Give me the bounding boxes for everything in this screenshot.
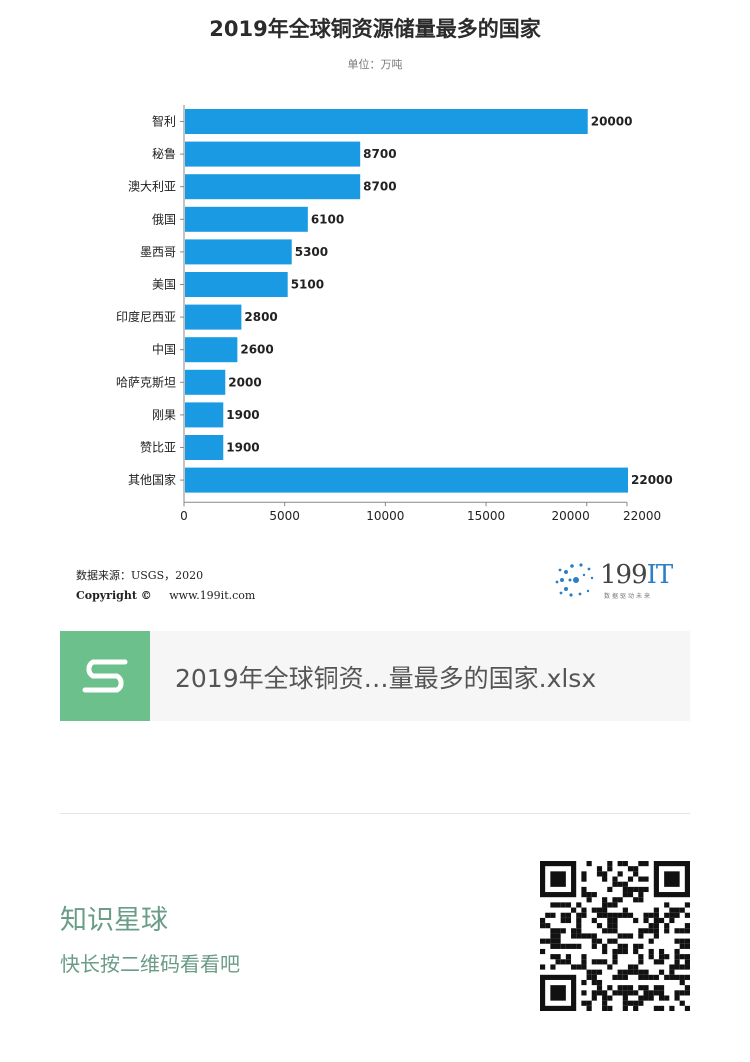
bar	[185, 304, 242, 330]
source-block: 数据来源：USGS，2020 Copyright © www.199it.com	[76, 566, 255, 606]
category-label: 刚果	[152, 408, 176, 422]
bar	[185, 174, 361, 200]
brand-logo: 199IT 数据驱动未来	[554, 558, 694, 604]
bar	[185, 272, 288, 297]
bar	[185, 435, 224, 460]
source-text: 数据来源：USGS，2020	[76, 569, 204, 582]
data-label: 20000	[591, 115, 633, 129]
dandelion-icon	[555, 563, 594, 597]
data-label: 2000	[228, 375, 261, 389]
data-label: 5100	[291, 278, 324, 292]
data-label: 1900	[226, 408, 259, 422]
brand-name: 199IT	[600, 560, 674, 590]
data-label: 2800	[244, 310, 277, 324]
bar	[185, 337, 238, 363]
bar	[185, 467, 628, 493]
bar	[185, 239, 292, 265]
x-tick-label: 10000	[366, 509, 404, 523]
category-label: 秘鲁	[152, 147, 176, 161]
data-label: 22000	[631, 473, 673, 487]
bar	[185, 141, 361, 167]
category-label: 美国	[152, 278, 176, 292]
x-tick-label: 5000	[269, 509, 300, 523]
category-label: 墨西哥	[140, 245, 176, 259]
footer-subtitle: 快长按二维码看看吧	[60, 952, 240, 976]
qr-code-icon[interactable]	[540, 861, 690, 1011]
source-url: www.199it.com	[169, 589, 256, 602]
x-tick-label: 22000	[623, 509, 661, 523]
chart-subtitle: 单位：万吨	[347, 58, 403, 71]
x-tick-label: 20000	[552, 509, 590, 523]
copyright-line: Copyright © www.199it.com	[76, 586, 255, 606]
category-label: 其他国家	[128, 472, 176, 487]
data-label: 8700	[363, 147, 396, 161]
x-tick-label: 0	[180, 509, 188, 523]
brand-tagline: 数据驱动未来	[604, 593, 653, 600]
data-label: 2600	[240, 343, 273, 357]
footer-title: 知识星球	[60, 905, 168, 936]
chart-title: 2019年全球铜资源储量最多的国家	[209, 17, 541, 41]
category-label: 智利	[152, 114, 176, 129]
bar	[185, 369, 226, 395]
attachment-card[interactable]: 2019年全球铜资…量最多的国家.xlsx	[60, 631, 690, 721]
x-tick-label: 15000	[467, 509, 505, 523]
category-label: 印度尼西亚	[116, 309, 176, 324]
category-label: 澳大利亚	[128, 180, 176, 194]
category-label: 哈萨克斯坦	[116, 375, 176, 389]
bar	[185, 109, 588, 134]
bar	[185, 402, 224, 428]
brand-name-suffix: IT	[646, 560, 674, 590]
data-label: 6100	[311, 212, 344, 226]
category-label: 赞比亚	[140, 441, 176, 455]
data-label: 1900	[226, 441, 259, 455]
data-label: 8700	[363, 180, 396, 194]
category-label: 中国	[152, 342, 176, 357]
category-label: 俄国	[152, 212, 176, 226]
attachment-file-name[interactable]: 2019年全球铜资…量最多的国家.xlsx	[175, 664, 597, 693]
spreadsheet-s-icon	[60, 631, 150, 721]
copyright-label: Copyright ©	[76, 589, 152, 602]
bar	[185, 206, 308, 232]
divider	[60, 813, 690, 814]
data-label: 5300	[295, 245, 328, 259]
brand-name-prefix: 199	[600, 560, 648, 590]
